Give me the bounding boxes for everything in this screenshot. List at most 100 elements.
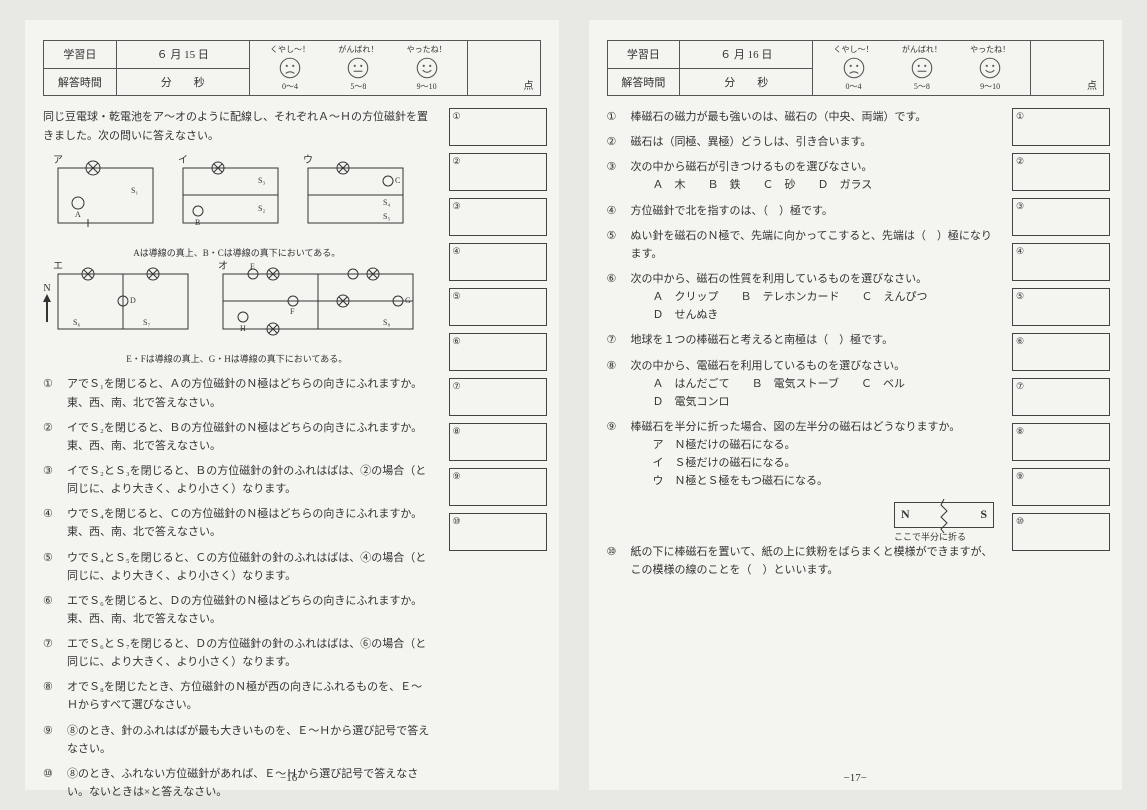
mascot-3: やったね！ 9〜10 — [407, 44, 447, 92]
svg-text:オ: オ — [218, 260, 228, 272]
answer-box[interactable]: ⑩ — [449, 513, 547, 551]
question-text: イでＳ₂を閉じると、Ｂの方位磁針のＮ極はどちらの向きにふれますか。東、西、南、北… — [67, 419, 431, 455]
svg-text:ウ: ウ — [303, 154, 313, 166]
mascot-2: がんばれ！ 5〜8 — [902, 44, 942, 92]
circuit-row-2-icon: エ D S₆ S₇ オ E F G H — [43, 259, 423, 347]
svg-text:S₂: S₂ — [258, 204, 265, 213]
svg-text:S₅: S₅ — [383, 212, 390, 221]
question-text: エでＳ₆を閉じると、Ｄの方位磁針のＮ極はどちらの向きにふれますか。東、西、南、北… — [67, 592, 431, 628]
page-16: 学習日 ６ 月 15 日 くやし〜！ 0〜4 がんばれ！ 5〜8 やったね — [25, 20, 559, 790]
answer-box[interactable]: ③ — [449, 198, 547, 236]
answer-time-label: 解答時間 — [44, 68, 117, 96]
answer-num: ⑤ — [1016, 291, 1024, 302]
answer-box[interactable]: ⑥ — [449, 333, 547, 371]
svg-text:G: G — [405, 296, 411, 305]
compass-n-label: N — [43, 283, 50, 294]
mascot-happy-icon — [414, 55, 440, 81]
question-number: ⑩ — [607, 543, 625, 579]
question-text: 次の中から磁石が引きつけるものを選びなさい。 Ａ 木 Ｂ 鉄 Ｃ 砂 Ｄ ガラス — [631, 158, 995, 194]
question-number: ③ — [43, 462, 61, 498]
question-text: 次の中から、電磁石を利用しているものを選びなさい。 Ａ はんだごて Ｂ 電気スト… — [631, 357, 995, 411]
question-text: 紙の下に棒磁石を置いて、紙の上に鉄粉をばらまくと模様ができますが、この模様の線の… — [631, 543, 995, 579]
answer-box[interactable]: ① — [449, 108, 547, 146]
svg-text:E: E — [250, 262, 255, 271]
svg-text:B: B — [195, 218, 200, 227]
mascot-2-label: がんばれ！ — [338, 44, 378, 55]
svg-text:S₁: S₁ — [131, 186, 138, 195]
answer-num: ⑧ — [453, 426, 461, 437]
question-row: ⑤ウでＳ₄とＳ₅を閉じると、Ｃの方位磁針の針のふれはばは、④の場合（と同じに、よ… — [43, 549, 541, 585]
answer-num: ⑦ — [1016, 381, 1024, 392]
study-date-label: 学習日 — [44, 41, 117, 69]
mascot-cell: くやし〜！ 0〜4 がんばれ！ 5〜8 やったね！ 9〜10 — [249, 41, 467, 96]
svg-text:S₇: S₇ — [143, 318, 150, 327]
question-text: 次の中から、磁石の性質を利用しているものを選びなさい。 Ａ クリップ Ｂ テレホ… — [631, 270, 995, 324]
mascot-1: くやし〜！ 0〜4 — [270, 44, 310, 92]
question-number: ① — [43, 375, 61, 411]
answer-box[interactable]: ⑤ — [1012, 288, 1110, 326]
answer-box[interactable]: ① — [1012, 108, 1110, 146]
mascot-1-range: 0〜4 — [282, 81, 298, 92]
compass-icon: N — [41, 284, 53, 325]
svg-text:S₆: S₆ — [73, 318, 80, 327]
answer-box[interactable]: ② — [449, 153, 547, 191]
mascot-2-range: 5〜8 — [914, 81, 930, 92]
page-17: 学習日 ６ 月 16 日 くやし〜！ 0〜4 がんばれ！ 5〜8 やったね — [589, 20, 1123, 790]
question-row: ⑨⑧のとき、針のふれはばが最も大きいものを、Ｅ〜Ｈから選び記号で答えなさい。 — [43, 722, 541, 758]
magnet-s-label: S — [980, 507, 987, 522]
question-number: ③ — [607, 158, 625, 194]
question-number: ⑨ — [607, 418, 625, 491]
score-cell: 点 — [1031, 41, 1104, 96]
question-text: 棒磁石の磁力が最も強いのは、磁石の（中央、両端）です。 — [631, 108, 995, 126]
answer-box[interactable]: ⑥ — [1012, 333, 1110, 371]
answer-box[interactable]: ② — [1012, 153, 1110, 191]
answer-box[interactable]: ⑦ — [1012, 378, 1110, 416]
magnet-bar-icon: NS — [894, 502, 994, 528]
answer-box[interactable]: ③ — [1012, 198, 1110, 236]
question-text: エでＳ₆とＳ₇を閉じると、Ｄの方位磁針の針のふれはばは、⑥の場合（と同じに、より… — [67, 635, 431, 671]
question-number: ④ — [43, 505, 61, 541]
question-number: ② — [43, 419, 61, 455]
answer-box[interactable]: ⑧ — [1012, 423, 1110, 461]
answer-num: ④ — [453, 246, 461, 257]
mascot-2: がんばれ！ 5〜8 — [338, 44, 378, 92]
question-text: 棒磁石を半分に折った場合、図の左半分の磁石はどうなりますか。 ア Ｎ極だけの磁石… — [631, 418, 995, 491]
answer-box[interactable]: ④ — [449, 243, 547, 281]
header-table-left: 学習日 ６ 月 15 日 くやし〜！ 0〜4 がんばれ！ 5〜8 やったね — [43, 40, 541, 96]
answer-box[interactable]: ⑨ — [1012, 468, 1110, 506]
body-left: ① ② ③ ④ ⑤ ⑥ ⑦ ⑧ ⑨ ⑩ 同じ豆電球・乾電池をア〜オのように配線し… — [43, 108, 541, 801]
mascot-cell: くやし〜！ 0〜4 がんばれ！ 5〜8 やったね！ 9〜10 — [813, 41, 1031, 96]
mascot-cry-icon — [277, 55, 303, 81]
answer-num: ② — [1016, 156, 1024, 167]
answer-num: ⑨ — [1016, 471, 1024, 482]
mascot-cry-icon — [841, 55, 867, 81]
answer-box[interactable]: ⑧ — [449, 423, 547, 461]
answer-box[interactable]: ④ — [1012, 243, 1110, 281]
mascot-1-range: 0〜4 — [846, 81, 862, 92]
answer-box[interactable]: ⑩ — [1012, 513, 1110, 551]
mascot-happy-icon — [977, 55, 1003, 81]
mascot-3-range: 9〜10 — [980, 81, 1000, 92]
question-row: ⑥エでＳ₆を閉じると、Ｄの方位磁針のＮ極はどちらの向きにふれますか。東、西、南、… — [43, 592, 541, 628]
score-cell: 点 — [467, 41, 540, 96]
answer-num: ⑩ — [453, 516, 461, 527]
answer-box[interactable]: ⑦ — [449, 378, 547, 416]
question-number: ⑧ — [607, 357, 625, 411]
question-text: ウでＳ₄とＳ₅を閉じると、Ｃの方位磁針の針のふれはばは、④の場合（と同じに、より… — [67, 549, 431, 585]
question-number: ⑦ — [43, 635, 61, 671]
question-number: ⑧ — [43, 678, 61, 714]
answer-num: ⑥ — [453, 336, 461, 347]
answer-box[interactable]: ⑤ — [449, 288, 547, 326]
question-text: 地球を１つの棒磁石と考えると南極は（ ）極です。 — [631, 331, 995, 349]
answer-num: ⑥ — [1016, 336, 1024, 347]
question-text: ぬい針を磁石のＮ極で、先端に向かってこすると、先端は（ ）極になります。 — [631, 227, 995, 263]
header-table-right: 学習日 ６ 月 16 日 くやし〜！ 0〜4 がんばれ！ 5〜8 やったね — [607, 40, 1105, 96]
answer-box[interactable]: ⑨ — [449, 468, 547, 506]
svg-text:S₄: S₄ — [383, 198, 390, 207]
answer-num: ② — [453, 156, 461, 167]
mascot-1-label: くやし〜！ — [270, 44, 310, 55]
answer-num: ③ — [453, 201, 461, 212]
study-date-value: ６ 月 16 日 — [680, 41, 813, 69]
answer-num: ① — [453, 111, 461, 122]
question-text: イでＳ₂とＳ₃を閉じると、Ｂの方位磁針の針のふれはばは、②の場合（と同じに、より… — [67, 462, 431, 498]
